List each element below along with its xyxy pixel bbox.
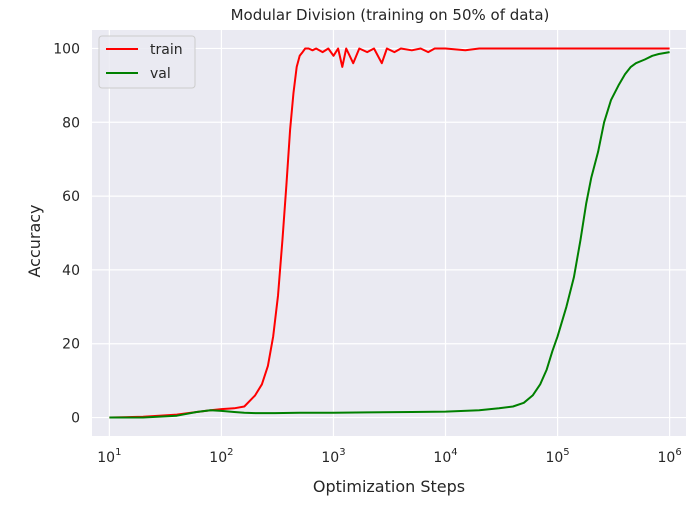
chart-title: Modular Division (training on 50% of dat… xyxy=(231,6,550,24)
y-axis: 0 20 40 60 80 100 xyxy=(53,41,80,426)
y-tick-label: 100 xyxy=(53,41,80,57)
y-axis-label: Accuracy xyxy=(25,204,44,277)
y-tick-label: 20 xyxy=(62,337,80,353)
x-tick-label: 106 xyxy=(658,447,682,466)
x-axis: 101 102 103 104 105 106 xyxy=(97,447,681,466)
series-line-train xyxy=(109,47,670,419)
y-tick-label: 0 xyxy=(71,411,80,427)
x-tick-label: 104 xyxy=(433,447,457,466)
series-line-val xyxy=(109,51,670,419)
x-tick-label: 105 xyxy=(545,447,569,466)
plot-area xyxy=(92,30,686,436)
y-tick-label: 40 xyxy=(62,263,80,279)
legend-label-val: val xyxy=(150,66,171,82)
x-tick-label: 103 xyxy=(321,447,345,466)
y-tick-label: 80 xyxy=(62,115,80,131)
legend-label-train: train xyxy=(150,42,183,58)
x-tick-label: 102 xyxy=(209,447,233,466)
y-tick-label: 60 xyxy=(62,189,80,205)
series-layer xyxy=(109,47,670,419)
x-tick-label: 101 xyxy=(97,447,121,466)
legend: train val xyxy=(98,35,196,89)
x-axis-label: Optimization Steps xyxy=(313,477,465,496)
